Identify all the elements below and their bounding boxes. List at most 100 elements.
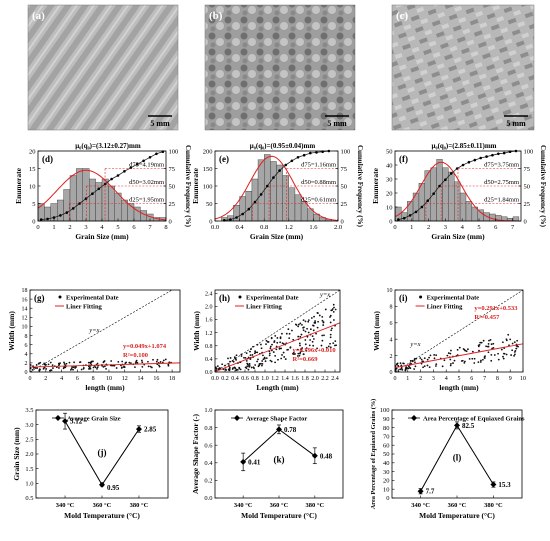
cumulative-point [473, 158, 477, 162]
y2-tick-label: 50 [341, 183, 348, 190]
data-point [247, 368, 250, 371]
x-tick-label: 380 °C [130, 502, 149, 509]
y2-tick-label: 50 [169, 183, 176, 190]
data-point [249, 350, 251, 353]
data-point [411, 359, 414, 362]
data-point [317, 320, 320, 323]
data-point [329, 346, 332, 349]
data-point [510, 354, 513, 356]
cumulative-point [290, 159, 294, 163]
micrograph-c: (c) 5 mm [391, 4, 535, 131]
y-tick-label: 1.2 [205, 331, 213, 337]
data-point [511, 342, 514, 345]
y-tick-label: 1.0 [204, 407, 212, 414]
data-point [446, 354, 449, 357]
data-point [311, 335, 314, 338]
data-point [104, 365, 106, 368]
value-label: 15.3 [498, 481, 511, 489]
cumulative-point [65, 211, 69, 214]
data-point [238, 367, 241, 370]
percentile-label: d25=1.95mm [129, 197, 164, 204]
x-axis-label: Grain Size (mm) [250, 232, 304, 241]
data-point [502, 352, 505, 355]
data-point [516, 339, 519, 342]
data-point [487, 351, 490, 354]
x-tick-label: 2.0 [311, 376, 319, 382]
data-point [136, 361, 139, 364]
x-tick-label: 5 [116, 224, 119, 231]
data-point [276, 337, 279, 339]
data-point [302, 329, 305, 332]
data-point [314, 320, 317, 322]
data-point [332, 319, 335, 321]
data-point [316, 347, 318, 350]
cumulative-point [142, 159, 145, 163]
y-tick-label: 3.5 [25, 407, 33, 414]
y-tick-label: 30 [386, 176, 393, 183]
data-point [299, 335, 302, 338]
legend-marker-points [58, 295, 62, 299]
data-point [245, 367, 248, 369]
data-point [497, 358, 500, 361]
histogram-bar [418, 182, 426, 222]
x-tick-label: 360 °C [93, 502, 112, 509]
data-point [256, 360, 259, 363]
data-point [298, 354, 301, 357]
y-tick-label: 80 [383, 425, 390, 432]
data-point [152, 358, 154, 361]
x-axis-label: Mold Temperature (°C) [241, 511, 317, 520]
data-point [321, 319, 324, 322]
data-point [261, 364, 263, 367]
data-point [229, 357, 232, 359]
scatter-i: 0 1 2 3 4 5 6 7 8 9 10 0 2 4 6 8 10 Experimental Date Line… [372, 288, 526, 392]
cumulative-point [59, 214, 62, 217]
data-point [265, 357, 268, 360]
data-point [261, 360, 264, 362]
data-point [42, 367, 45, 370]
identity-label: y=x [409, 341, 420, 348]
data-point [450, 362, 452, 365]
data-point [31, 368, 34, 371]
data-point [505, 353, 508, 356]
legend-marker [55, 415, 61, 421]
data-point [433, 354, 436, 356]
cumulative-point [502, 151, 506, 155]
data-point [130, 362, 132, 365]
data-point [509, 338, 512, 341]
y2-tick-label: 75 [169, 166, 176, 173]
linear-fit-line [29, 362, 181, 368]
x-tick-label: 0 [36, 224, 39, 231]
y-tick-label: 60 [383, 442, 390, 449]
x-tick-label: 5 [458, 376, 461, 382]
data-point [407, 365, 410, 368]
y-tick-label: 70 [383, 434, 390, 441]
data-marker [417, 488, 424, 495]
percentile-label: d50=2.75mm [484, 179, 519, 186]
histogram-bar [288, 187, 296, 222]
data-point [277, 358, 279, 361]
histogram-bar [114, 192, 122, 222]
data-marker [240, 458, 247, 465]
data-point [479, 361, 482, 363]
x-tick-label: 6 [132, 224, 136, 231]
x-tick-label: 0.6 [241, 376, 249, 382]
cumulative-point [46, 217, 49, 221]
data-point [49, 369, 51, 372]
data-point [473, 362, 476, 364]
data-point [243, 356, 245, 359]
data-point [155, 360, 158, 363]
data-point [34, 367, 37, 369]
data-point [302, 319, 305, 321]
x-tick-label: 340 °C [411, 502, 430, 509]
x-tick-label: 2 [427, 224, 430, 231]
data-point [332, 310, 335, 313]
y2-tick-label: 100 [341, 148, 351, 155]
data-point [282, 351, 285, 354]
data-point [51, 364, 54, 367]
data-point [52, 367, 54, 369]
data-point [449, 364, 452, 367]
data-point [288, 337, 291, 340]
data-point [480, 359, 482, 362]
data-point [39, 361, 42, 364]
legend-label-fit: Liner Fitting [427, 304, 464, 311]
